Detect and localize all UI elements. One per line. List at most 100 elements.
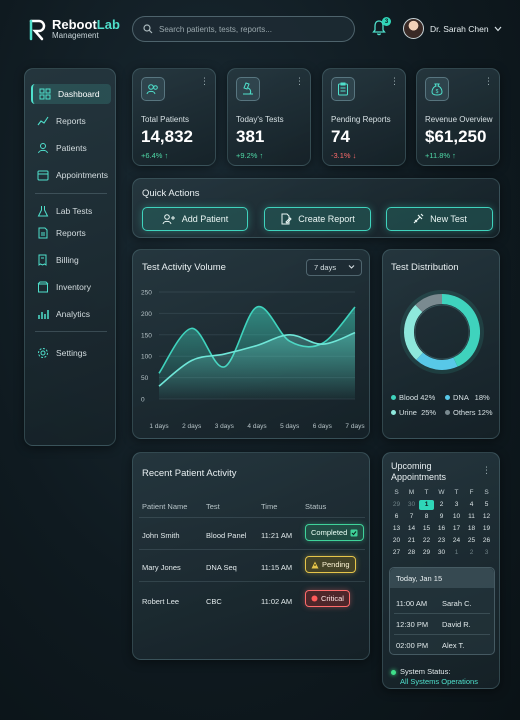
donut-slice-blood <box>441 294 480 367</box>
test-distribution-chart: Test Distribution Blood 42% DNA 18% Urin… <box>382 249 500 439</box>
more-menu-icon[interactable]: ⋮ <box>484 76 493 86</box>
stat-delta: +9.2% ↑ <box>236 151 264 160</box>
calendar-day[interactable]: 19 <box>482 525 491 532</box>
calendar-day[interactable]: 7 <box>409 513 414 520</box>
sidebar-item-analytics[interactable]: Analytics <box>31 304 111 324</box>
appointment-slot[interactable]: 12:30 PM David R. <box>390 613 494 634</box>
calendar-day[interactable]: 27 <box>392 549 401 556</box>
calendar-day[interactable]: 6 <box>394 513 399 520</box>
gear-icon <box>38 348 48 358</box>
calendar-day[interactable]: 11 <box>468 513 475 520</box>
stat-card-total-patients[interactable]: ⋮ Total Patients 14,832 +6.4% ↑ <box>132 68 216 166</box>
calendar-day[interactable]: 1 <box>454 549 459 556</box>
calendar-day[interactable]: 26 <box>482 537 491 544</box>
calendar-day[interactable]: 14 <box>407 525 416 532</box>
status-badge[interactable]: Completed <box>305 524 365 541</box>
sidebar-item-reports[interactable]: Reports <box>31 111 111 131</box>
legend-item-urine: Urine 25% <box>391 408 436 417</box>
calendar-day[interactable]: 30 <box>437 549 446 556</box>
row-divider <box>139 549 365 550</box>
range-select[interactable]: 7 days <box>306 259 362 276</box>
more-menu-icon[interactable]: ⋮ <box>482 465 491 475</box>
new-test-button[interactable]: New Test <box>386 207 493 231</box>
status-badge[interactable]: Pending <box>305 556 356 573</box>
calendar-day[interactable]: 21 <box>407 537 416 544</box>
calendar-day[interactable]: 23 <box>437 537 446 544</box>
recent-activity-panel: Recent Patient Activity Patient Name Tes… <box>132 452 370 660</box>
appointment-slot[interactable]: 11:00 AM Sarah C. <box>390 592 494 613</box>
search-bar[interactable] <box>132 16 355 42</box>
slot-time: 12:30 PM <box>396 620 429 629</box>
calendar-day[interactable]: 20 <box>392 537 401 544</box>
add-user-icon <box>162 214 175 225</box>
calendar-day[interactable]: 22 <box>422 537 431 544</box>
calendar-day[interactable]: 25 <box>467 537 476 544</box>
calendar-day[interactable]: 1 <box>419 500 434 510</box>
table-row[interactable]: John Smith Blood Panel 11:21 AM Complete… <box>133 521 371 551</box>
calendar-day[interactable]: 18 <box>467 525 476 532</box>
calendar-day[interactable]: 2 <box>469 549 474 556</box>
calendar-day[interactable]: 12 <box>482 513 491 520</box>
sidebar-item-label: Appointments <box>56 170 108 180</box>
stat-card-pending-reports[interactable]: ⋮ Pending Reports 74 -3.1% ↓ <box>322 68 406 166</box>
chevron-down-icon <box>348 265 355 269</box>
stat-delta: +6.4% ↑ <box>141 151 169 160</box>
more-menu-icon[interactable]: ⋮ <box>295 76 304 86</box>
sidebar-item-appointments[interactable]: Appointments <box>31 165 111 185</box>
calendar-day[interactable]: 16 <box>437 525 446 532</box>
section-title: Upcoming Appointments <box>391 461 447 482</box>
brand-logo[interactable]: RebootLab Management <box>28 18 120 41</box>
add-patient-button[interactable]: Add Patient <box>142 207 248 231</box>
calendar-day[interactable]: 2 <box>439 501 444 508</box>
calendar-day[interactable]: 3 <box>484 549 489 556</box>
calendar-day[interactable]: 24 <box>452 537 461 544</box>
column-header: Time <box>261 502 278 511</box>
user-menu[interactable]: Dr. Sarah Chen <box>403 18 502 39</box>
table-row[interactable]: Mary Jones DNA Seq 11:15 AM Pending <box>133 553 371 583</box>
stat-card-revenue[interactable]: $ ⋮ Revenue Overview $61,250 +11.8% ↑ <box>416 68 500 166</box>
more-menu-icon[interactable]: ⋮ <box>200 76 209 86</box>
sidebar-item-dashboard[interactable]: Dashboard <box>31 84 111 104</box>
table-row[interactable]: Robert Lee CBC 11:02 AM Critical <box>133 587 371 617</box>
calendar-icon <box>37 170 49 181</box>
calendar-day[interactable]: 30 <box>407 501 416 508</box>
stat-value: 381 <box>236 127 265 146</box>
calendar-day[interactable]: 15 <box>422 525 431 532</box>
chevron-down-icon <box>494 26 502 31</box>
calendar-day[interactable]: 29 <box>392 501 401 508</box>
calendar-day[interactable]: 5 <box>484 501 489 508</box>
microscope-icon <box>236 77 260 101</box>
calendar-weekday: W <box>438 489 445 496</box>
calendar-day[interactable]: 13 <box>392 525 401 532</box>
calendar-day[interactable]: 3 <box>454 501 459 508</box>
slot-divider <box>394 634 490 635</box>
syringe-icon <box>413 213 424 224</box>
sidebar-item-patients[interactable]: Patients <box>31 138 111 158</box>
sidebar-item-inventory[interactable]: Inventory <box>31 277 111 297</box>
stat-delta: +11.8% ↑ <box>425 151 456 160</box>
sidebar-item-reports-2[interactable]: Reports <box>31 223 111 243</box>
notifications-button[interactable]: 3 <box>372 17 391 38</box>
calendar-day[interactable]: 4 <box>469 501 474 508</box>
calendar-day[interactable]: 8 <box>424 513 429 520</box>
stat-value: 74 <box>331 127 350 146</box>
search-input[interactable] <box>159 24 339 34</box>
stat-card-todays-tests[interactable]: ⋮ Today's Tests 381 +9.2% ↑ <box>227 68 311 166</box>
sidebar-item-lab-tests[interactable]: Lab Tests <box>31 201 111 221</box>
notification-badge: 3 <box>382 17 391 26</box>
status-badge[interactable]: Critical <box>305 590 350 607</box>
appointment-slot[interactable]: 02:00 PM Alex T. <box>390 634 494 655</box>
calendar-day[interactable]: 9 <box>439 513 444 520</box>
test-activity-chart: Test Activity Volume 7 days 250 200 150 100… <box>132 249 370 439</box>
sidebar-item-billing[interactable]: Billing <box>31 250 111 270</box>
calendar-day[interactable]: 17 <box>452 525 461 532</box>
calendar-day[interactable]: 28 <box>407 549 416 556</box>
calendar-day[interactable]: 29 <box>422 549 431 556</box>
calendar-day[interactable]: 10 <box>452 513 461 520</box>
y-tick-label: 200 <box>141 311 152 318</box>
slot-patient: Alex T. <box>442 641 465 650</box>
create-report-button[interactable]: Create Report <box>264 207 371 231</box>
more-menu-icon[interactable]: ⋮ <box>390 76 399 86</box>
sidebar-item-settings[interactable]: Settings <box>31 343 111 363</box>
system-status-value: All Systems Operations <box>400 677 478 686</box>
